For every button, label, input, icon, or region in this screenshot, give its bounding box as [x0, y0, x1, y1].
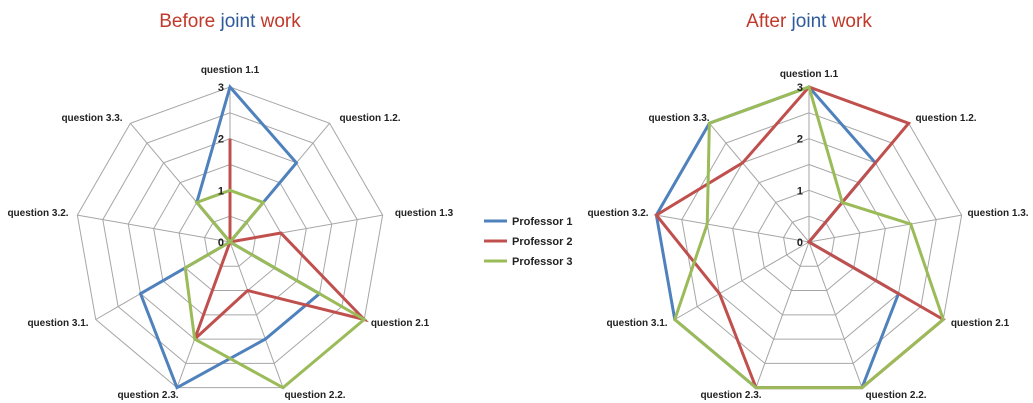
axis-label: question 1.3 — [395, 208, 454, 219]
axis-label: question 2.1 — [371, 318, 430, 329]
tick-label: 1 — [797, 185, 803, 197]
axis-label: question 2.3. — [117, 390, 178, 401]
legend-label: Professor 3 — [512, 256, 573, 268]
tick-label: 2 — [797, 134, 803, 146]
series-line — [673, 85, 945, 390]
grid-ring — [76, 86, 384, 389]
tick-label: 3 — [797, 82, 803, 94]
series-line — [183, 188, 367, 390]
axis-label: question 1.2. — [915, 113, 976, 124]
grid-ring — [681, 112, 937, 364]
grid-ring — [102, 112, 358, 364]
title-word: After — [746, 11, 787, 32]
grid-ring — [178, 189, 282, 292]
title-word: joint — [786, 11, 827, 32]
title-word: Before — [159, 11, 215, 32]
grid-ring — [783, 215, 835, 267]
grid-spoke — [808, 241, 863, 388]
grid-ring — [153, 163, 307, 316]
axis-label: question 1.2. — [339, 113, 400, 124]
tick-label: 0 — [218, 237, 224, 249]
grid-ring — [757, 189, 861, 292]
legend-label: Professor 2 — [512, 236, 573, 248]
before-chart: Before joint work 0 1 2 3 question 1.1 questio… — [7, 11, 453, 401]
tick-label: 2 — [218, 134, 224, 146]
chart-title: After joint work — [746, 11, 872, 32]
axis-label: question 1.3. — [967, 208, 1028, 219]
axis-label: question 3.3. — [648, 113, 709, 124]
grid-ring — [204, 215, 256, 267]
legend: Professor 1 Professor 2 Professor 3 — [484, 216, 573, 268]
axis-label: question 1.1 — [201, 65, 260, 76]
series-line — [193, 138, 369, 341]
grid-spoke — [674, 241, 810, 320]
title-word: work — [255, 11, 301, 32]
axis-label: question 2.2. — [865, 390, 926, 401]
grid-ring — [732, 163, 886, 316]
grid-spoke — [229, 241, 284, 388]
tick-label: 0 — [797, 237, 803, 249]
title-word: work — [826, 11, 872, 32]
axis-label: question 3.2. — [7, 208, 68, 219]
axis-label: question 3.1. — [606, 318, 667, 329]
chart-title: Before joint work — [159, 11, 301, 32]
grid-ring — [127, 138, 333, 340]
grid-spoke — [77, 214, 231, 243]
title-word: joint — [215, 11, 256, 32]
grid-spoke — [708, 122, 810, 243]
grid-spoke — [808, 214, 962, 243]
grid-ring — [706, 138, 912, 340]
axis-label: question 2.3. — [700, 390, 761, 401]
grid-spoke — [755, 241, 810, 388]
axis-label: question 2.1 — [951, 318, 1010, 329]
axis-label: question 3.1. — [27, 318, 88, 329]
axis-label: question 3.3. — [61, 113, 122, 124]
legend-label: Professor 1 — [512, 216, 573, 228]
tick-label: 3 — [218, 82, 224, 94]
axis-label: question 1.1 — [780, 69, 839, 80]
after-chart: After joint work 0 1 2 3 question 1.1 question… — [587, 11, 1028, 401]
axis-label: question 3.2. — [587, 208, 648, 219]
axis-label: question 2.2. — [284, 390, 345, 401]
tick-label: 1 — [218, 185, 224, 197]
grid-spoke — [656, 214, 810, 243]
